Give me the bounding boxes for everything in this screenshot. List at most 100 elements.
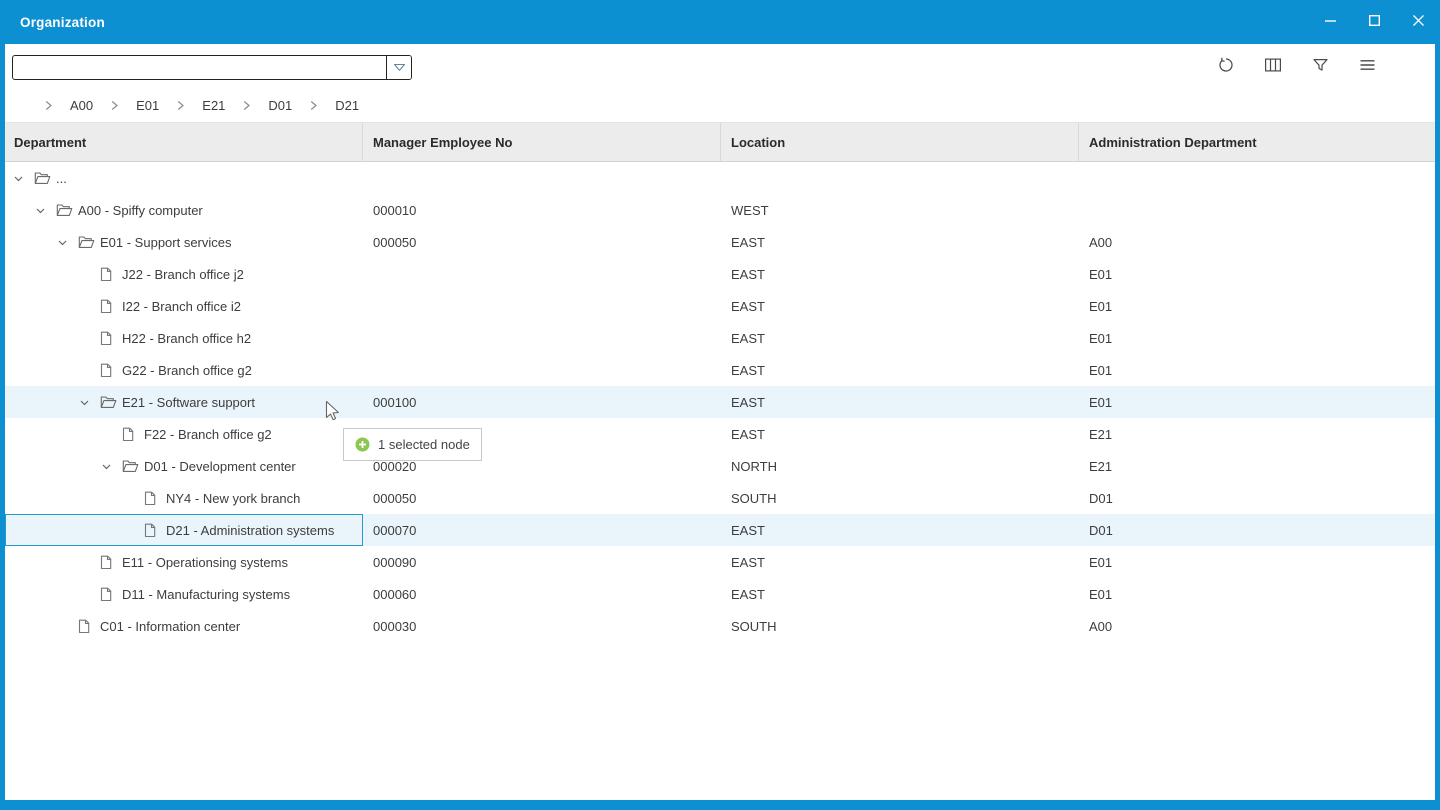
folder-open-icon	[34, 171, 56, 185]
department-label: I22 - Branch office i2	[122, 298, 241, 314]
menu-button[interactable]	[1357, 56, 1377, 76]
department-cell: NY4 - New york branch	[5, 482, 363, 514]
column-header-manager-employee-no[interactable]: Manager Employee No	[363, 123, 721, 161]
department-label: G22 - Branch office g2	[122, 362, 252, 378]
table-row[interactable]: D01 - Development center 000020 NORTH E21	[5, 450, 1435, 482]
tooltip-label: 1 selected node	[378, 437, 470, 452]
document-icon	[100, 555, 122, 570]
breadcrumb-item-E21[interactable]: E21	[202, 97, 226, 113]
expand-toggle-chevron-down-icon[interactable]	[78, 396, 100, 409]
table-row[interactable]: E11 - Operationsing systems 000090 EAST E01	[5, 546, 1435, 578]
location-cell: EAST	[731, 394, 765, 410]
table-row[interactable]: G22 - Branch office g2 EAST E01	[5, 354, 1435, 386]
table-row[interactable]: ...	[5, 162, 1435, 194]
table-row[interactable]: H22 - Branch office h2 EAST E01	[5, 322, 1435, 354]
table-row[interactable]: D11 - Manufacturing systems 000060 EAST E01	[5, 578, 1435, 610]
window-controls	[1308, 0, 1440, 44]
search-dropdown-button[interactable]	[386, 56, 411, 79]
breadcrumb-item-A00[interactable]: A00	[70, 97, 94, 113]
toolbar	[5, 44, 1435, 88]
breadcrumb-item-D21[interactable]: D21	[335, 97, 360, 113]
manager-employee-no-cell: 000030	[373, 618, 417, 634]
table-row[interactable]: I22 - Branch office i2 EAST E01	[5, 290, 1435, 322]
columns-button[interactable]	[1263, 56, 1283, 76]
administration-department-cell: E01	[1089, 266, 1113, 282]
administration-department-cell: E01	[1089, 330, 1113, 346]
table-row[interactable]: E01 - Support services 000050 EAST A00	[5, 226, 1435, 258]
expand-toggle-chevron-down-icon[interactable]	[100, 460, 122, 473]
close-button[interactable]	[1396, 0, 1440, 44]
administration-department-cell: E01	[1089, 298, 1113, 314]
department-label: ...	[56, 170, 67, 186]
manager-employee-no-cell	[363, 354, 721, 386]
column-header-location[interactable]: Location	[721, 123, 1079, 161]
column-header-administration-department[interactable]: Administration Department	[1089, 134, 1257, 150]
minimize-button[interactable]	[1308, 0, 1352, 44]
column-header-department[interactable]: Department	[5, 123, 363, 161]
department-cell: D11 - Manufacturing systems	[5, 578, 363, 610]
department-cell: E11 - Operationsing systems	[5, 546, 363, 578]
administration-department-cell	[1079, 194, 1435, 226]
breadcrumb-item-E01[interactable]: E01	[136, 97, 160, 113]
breadcrumb-chevron-icon	[176, 100, 185, 111]
filter-button[interactable]	[1310, 56, 1330, 76]
department-cell: F22 - Branch office g2	[5, 418, 363, 450]
search-input[interactable]	[13, 56, 386, 79]
administration-department-cell: D01	[1089, 522, 1113, 538]
table-body: ... A00 - Spiffy computer 000010 WEST E01 - …	[5, 162, 1435, 642]
triangle-down-icon	[393, 60, 406, 75]
department-cell: A00 - Spiffy computer	[5, 194, 363, 226]
department-label: F22 - Branch office g2	[144, 426, 272, 442]
manager-employee-no-cell: 000050	[373, 234, 417, 250]
department-cell: I22 - Branch office i2	[5, 290, 363, 322]
manager-employee-no-cell: 000060	[373, 586, 417, 602]
document-icon	[100, 299, 122, 314]
document-icon	[122, 427, 144, 442]
folder-open-icon	[56, 203, 78, 217]
location-cell: SOUTH	[731, 490, 777, 506]
department-cell: C01 - Information center	[5, 610, 363, 642]
location-cell	[721, 162, 1079, 194]
table-row[interactable]: F22 - Branch office g2 EAST E21	[5, 418, 1435, 450]
table-row[interactable]: D21 - Administration systems 000070 EAST D0…	[5, 514, 1435, 546]
manager-employee-no-cell: 000020	[373, 458, 417, 474]
tree-table: Department Manager Employee No Location …	[5, 122, 1435, 642]
breadcrumb-chevron-icon	[110, 100, 119, 111]
maximize-button[interactable]	[1352, 0, 1396, 44]
department-label: E21 - Software support	[122, 394, 255, 410]
expand-toggle-chevron-down-icon[interactable]	[12, 172, 34, 185]
table-row[interactable]: NY4 - New york branch 000050 SOUTH D01	[5, 482, 1435, 514]
department-label: E11 - Operationsing systems	[122, 554, 288, 570]
location-cell: WEST	[731, 202, 769, 218]
location-cell: SOUTH	[731, 618, 777, 634]
breadcrumb-chevron-icon	[242, 100, 251, 111]
table-row[interactable]: E21 - Software support 000100 EAST E01	[5, 386, 1435, 418]
selection-tooltip: 1 selected node	[343, 428, 482, 461]
location-cell: EAST	[731, 554, 765, 570]
administration-department-cell: E01	[1089, 362, 1113, 378]
location-cell: NORTH	[731, 458, 777, 474]
expand-toggle-chevron-down-icon[interactable]	[56, 236, 78, 249]
reset-button[interactable]	[1216, 56, 1236, 76]
close-icon	[1412, 14, 1425, 30]
location-cell: EAST	[731, 330, 765, 346]
location-cell: EAST	[731, 298, 765, 314]
expand-toggle-chevron-down-icon[interactable]	[34, 204, 56, 217]
department-cell: D21 - Administration systems	[5, 514, 363, 546]
titlebar: Organization	[0, 0, 1440, 44]
manager-employee-no-cell	[363, 322, 721, 354]
table-row[interactable]: J22 - Branch office j2 EAST E01	[5, 258, 1435, 290]
location-cell: EAST	[731, 362, 765, 378]
department-cell: E01 - Support services	[5, 226, 363, 258]
department-label: J22 - Branch office j2	[122, 266, 244, 282]
maximize-icon	[1368, 14, 1381, 30]
location-cell: EAST	[731, 522, 765, 538]
table-row[interactable]: A00 - Spiffy computer 000010 WEST	[5, 194, 1435, 226]
window-title: Organization	[20, 14, 105, 30]
administration-department-cell: A00	[1089, 618, 1113, 634]
reset-icon	[1217, 56, 1235, 77]
administration-department-cell: E21	[1089, 426, 1113, 442]
breadcrumb-item-D01[interactable]: D01	[268, 97, 293, 113]
table-row[interactable]: C01 - Information center 000030 SOUTH A00	[5, 610, 1435, 642]
